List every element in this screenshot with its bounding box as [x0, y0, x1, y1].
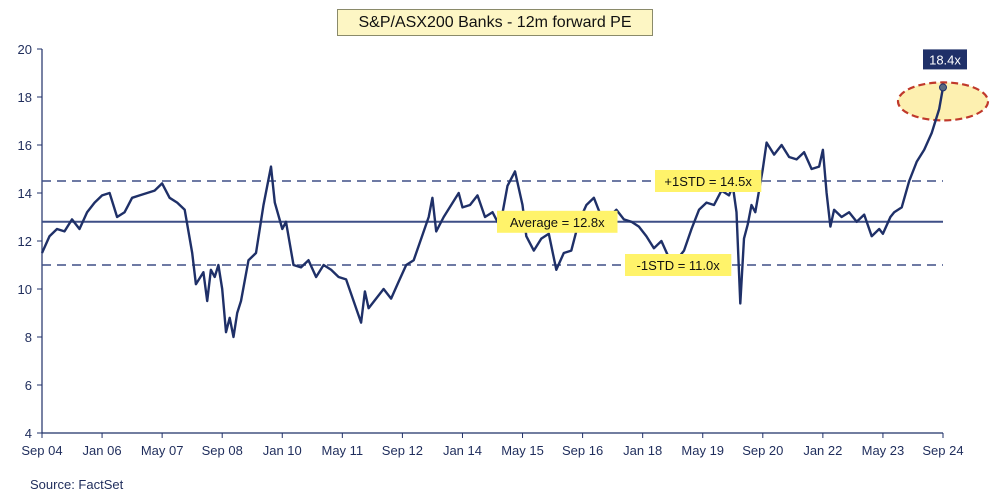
x-tick-label: Sep 16 — [562, 443, 603, 458]
x-tick-label: May 19 — [681, 443, 724, 458]
y-tick-label: 18 — [18, 90, 32, 105]
last-value-label: 18.4x — [929, 52, 961, 67]
x-tick-label: Sep 08 — [202, 443, 243, 458]
y-tick-label: 8 — [25, 330, 32, 345]
y-tick-label: 12 — [18, 234, 32, 249]
last-value-label-box — [923, 49, 967, 70]
reference-label-box — [625, 254, 732, 276]
x-tick-label: Jan 14 — [443, 443, 482, 458]
source-note: Source: FactSet — [30, 477, 124, 492]
y-tick-label: 14 — [18, 186, 32, 201]
x-tick-label: Jan 22 — [803, 443, 842, 458]
x-tick-label: Jan 18 — [623, 443, 662, 458]
last-point-marker — [939, 83, 947, 92]
chart-title: S&P/ASX200 Banks - 12m forward PE — [337, 9, 653, 36]
reference-label-box — [497, 210, 618, 233]
x-tick-label: Jan 10 — [263, 443, 302, 458]
x-tick-label: Sep 12 — [382, 443, 423, 458]
y-tick-label: 4 — [25, 426, 32, 441]
reference-label: +1STD = 14.5x — [664, 174, 752, 189]
x-tick-label: Sep 20 — [742, 443, 783, 458]
x-tick-label: Jan 06 — [83, 443, 122, 458]
x-tick-label: Sep 24 — [922, 443, 963, 458]
x-tick-label: May 15 — [501, 443, 544, 458]
x-tick-label: May 07 — [141, 443, 184, 458]
highlight-ellipse — [896, 81, 990, 122]
reference-label: Average = 12.8x — [510, 215, 605, 230]
y-tick-label: 20 — [18, 42, 32, 57]
pe-series-line — [40, 87, 945, 339]
y-tick-label: 16 — [18, 138, 32, 153]
x-tick-label: May 11 — [321, 443, 363, 458]
x-tick-label: Sep 04 — [21, 443, 62, 458]
reference-label-box — [655, 170, 762, 192]
y-tick-label: 10 — [18, 282, 32, 297]
y-tick-label: 6 — [25, 378, 32, 393]
reference-label: -1STD = 11.0x — [637, 258, 721, 273]
x-tick-label: May 23 — [862, 443, 905, 458]
